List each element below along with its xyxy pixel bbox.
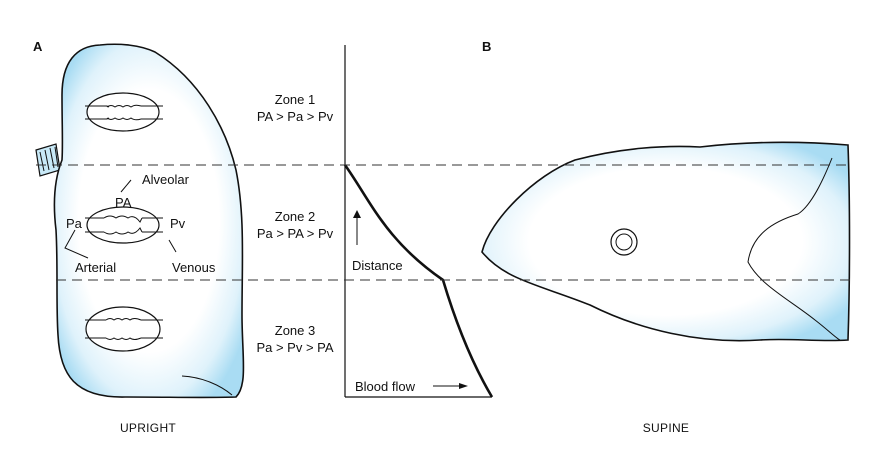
supine-lung: [481, 141, 851, 342]
blood-flow-arrowhead: [459, 383, 468, 389]
bronchus-cross-section-icon: [610, 228, 638, 256]
alveolus-zone-1: [85, 92, 163, 132]
upright-caption: UPRIGHT: [120, 421, 176, 435]
arterial-pressure-label: Pa: [66, 216, 83, 231]
panel-b-letter: B: [482, 39, 491, 54]
bronchus-rings: [39, 146, 59, 172]
supine-lung-fissure: [747, 157, 841, 341]
distance-arrowhead: [353, 210, 361, 218]
supine-caption: SUPINE: [643, 421, 689, 435]
bronchus-stub: [35, 143, 61, 177]
venous-pressure-label: Pv: [170, 216, 186, 231]
blood-flow-label: Blood flow: [355, 379, 416, 394]
panel-a-letter: A: [33, 39, 43, 54]
alveolar-label: Alveolar: [142, 172, 190, 187]
supine-lung-outline: [481, 141, 851, 342]
zone-1-name: Zone 1: [275, 92, 315, 107]
blood-flow-curve: [343, 164, 494, 398]
alveolus-zone-3: [85, 306, 163, 352]
zone-1-relation: PA > Pa > Pv: [257, 109, 334, 124]
alveolar-pressure-label: PA: [115, 195, 132, 210]
zone-2-name: Zone 2: [275, 209, 315, 224]
zone-3-relation: Pa > Pv > PA: [256, 340, 333, 355]
zone-3-name: Zone 3: [275, 323, 315, 338]
distance-label: Distance: [352, 258, 403, 273]
zone-2-relation: Pa > PA > Pv: [257, 226, 334, 241]
upright-lung-fissure: [181, 375, 233, 396]
arterial-label: Arterial: [75, 260, 116, 275]
blood-flow-graph: [343, 45, 494, 398]
alveolus-zone-2: [64, 179, 177, 259]
venous-label: Venous: [172, 260, 216, 275]
